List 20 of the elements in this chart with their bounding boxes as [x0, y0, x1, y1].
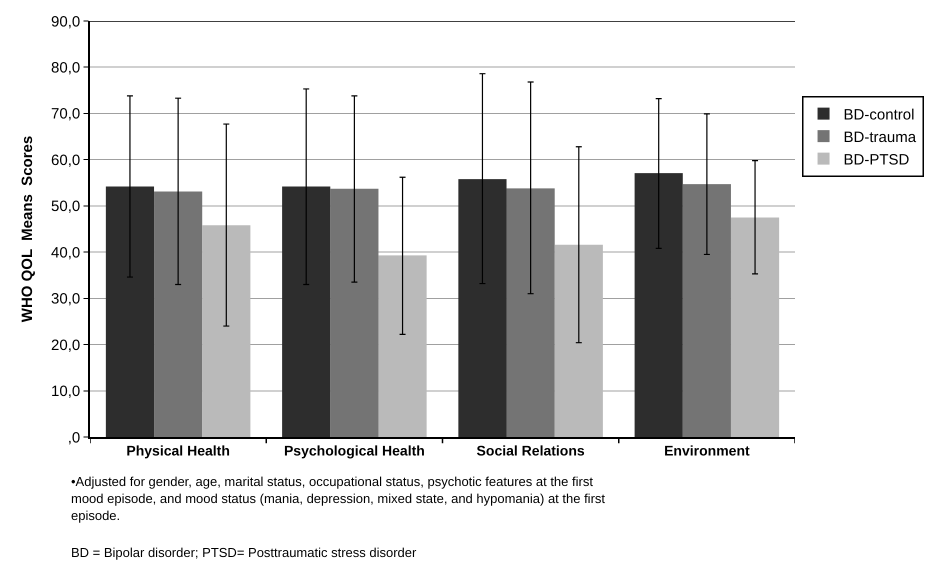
text: •Adjusted for gender, age, marital status, occupational status, psychotic features at the first mood episode, and mood status (mania, depression, mixed state, and hypomania) at the first episode.: [71, 474, 606, 523]
y-tick-label: 50,0: [51, 198, 80, 216]
y-tick-label: 70,0: [51, 106, 80, 123]
x-tick-label: Social Relations: [476, 442, 585, 459]
y-tick-label: 80,0: [51, 59, 80, 76]
y-tick-label: 30,0: [51, 290, 80, 308]
legend-label: BD-trauma: [844, 128, 917, 146]
x-tick-label: Psychological Health: [284, 442, 425, 459]
y-tick-label: 10,0: [51, 383, 80, 400]
legend-label: BD-control: [844, 106, 914, 124]
y-tick-label: 60,0: [51, 152, 80, 169]
y-tick-label: 90,0: [51, 13, 80, 30]
text: BD = Bipolar disorder; PTSD= Posttraumatic stress disorder: [71, 545, 418, 560]
y-tick-label: 20,0: [51, 336, 80, 354]
x-tick-label: Physical Health: [126, 442, 230, 459]
x-tick-label: Environment: [664, 442, 750, 459]
y-tick-label: ,0: [68, 429, 80, 446]
y-tick-label: 40,0: [51, 244, 80, 262]
legend-label: BD-PTSD: [844, 151, 910, 168]
y-axis-title: WHO QOL Means Scores: [18, 136, 36, 322]
